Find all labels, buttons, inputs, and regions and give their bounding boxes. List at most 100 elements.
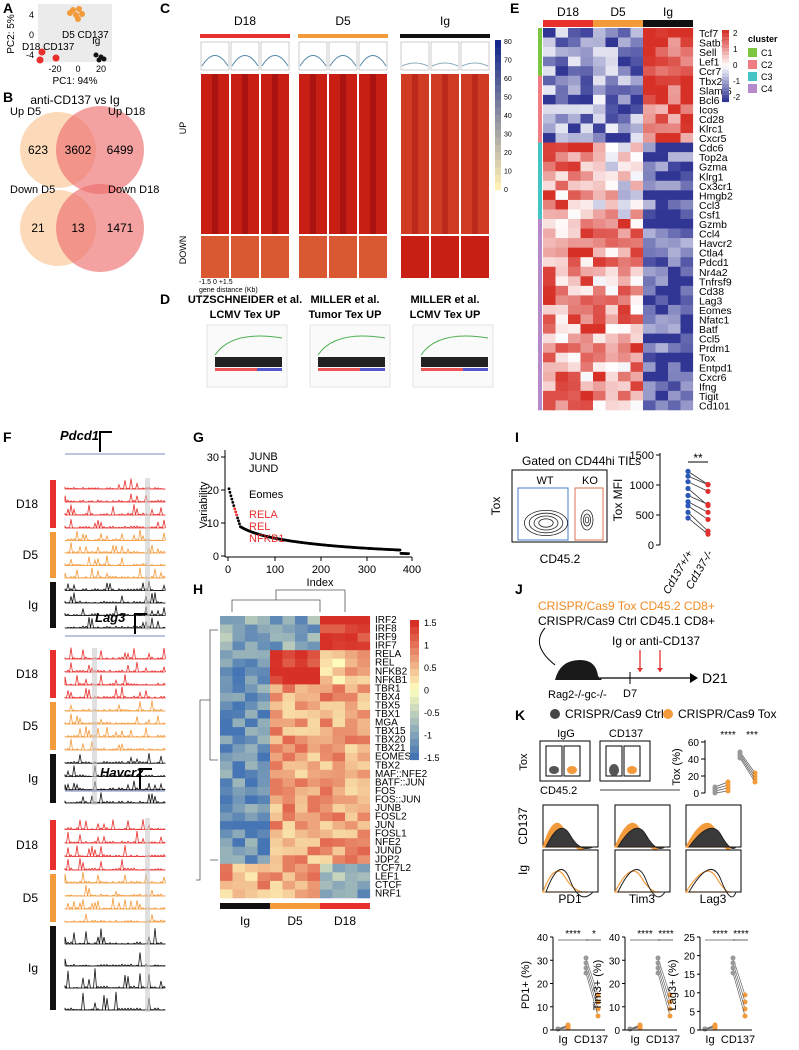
- heatmap-cell: [220, 829, 233, 839]
- heatmap-cell: [630, 381, 644, 392]
- heatmap-cell: [630, 113, 644, 124]
- heatmap-cell: [568, 142, 581, 153]
- row-label: UP: [178, 122, 188, 135]
- colorbar: [495, 77, 501, 86]
- heatmap-cell: [245, 855, 258, 865]
- heatmap-cell: [643, 247, 656, 258]
- heatmap-block: [401, 236, 429, 278]
- dot: [667, 1013, 673, 1019]
- axis-title: Tox: [518, 753, 530, 771]
- heatmap-cell: [630, 324, 644, 334]
- heatmap-cell: [618, 257, 631, 268]
- axis-title: CD45.2: [540, 552, 581, 566]
- heatmap-cell: [357, 692, 371, 702]
- heatmap-cell: [568, 37, 581, 48]
- gene-label: Prdm1: [699, 343, 730, 355]
- dot: [595, 999, 601, 1005]
- heatmap-cell: [245, 641, 258, 651]
- colorbar-tick: -1.5: [424, 753, 440, 763]
- profile-curve: [201, 55, 229, 67]
- heatmap-cell: [630, 161, 644, 172]
- profile-box: [400, 41, 430, 71]
- heatmap-cell: [643, 400, 656, 411]
- heatmap-cell: [257, 624, 271, 634]
- heatmap-cell: [593, 400, 606, 411]
- colorbar: [495, 107, 501, 116]
- heatmap-cell: [568, 66, 581, 77]
- heatmap-cell: [580, 304, 594, 315]
- heatmap-cell: [232, 667, 246, 677]
- group-label: D18: [16, 667, 38, 681]
- colorbar-tick: 0: [504, 187, 508, 194]
- heatmap-cell: [232, 616, 246, 625]
- heatmap-cell: [295, 863, 308, 873]
- cluster-bar: [538, 171, 542, 182]
- pair-line: [585, 967, 599, 1010]
- y-tick-label: 10: [684, 989, 696, 1000]
- colorbar: [495, 130, 501, 138]
- heatmap-cell: [345, 658, 358, 668]
- heatmap-cell: [593, 37, 606, 48]
- heatmap-cell: [543, 142, 556, 153]
- track-signal: [64, 845, 166, 858]
- x-tick-label: Ig: [558, 1034, 567, 1046]
- y-tick-label: 0: [689, 1026, 695, 1037]
- factor-label: TBR1: [375, 683, 401, 694]
- heatmap-cell: [345, 633, 358, 642]
- dot: [227, 487, 231, 491]
- factor-label: CTCF: [375, 880, 402, 891]
- heatmap-cell: [593, 47, 606, 57]
- heatmap-cell: [332, 889, 346, 899]
- colorbar: [495, 122, 501, 131]
- heatmap-cell: [332, 650, 346, 660]
- colorbar: [722, 58, 729, 63]
- heatmap-cell: [680, 238, 694, 248]
- heatmap-cell: [643, 152, 656, 162]
- gene-label: Sell: [699, 47, 717, 59]
- group-label: Ig: [28, 961, 38, 975]
- heatmap-cell: [668, 180, 681, 191]
- heatmap-cell: [555, 152, 569, 162]
- dot: [712, 1022, 718, 1028]
- track-signal: [64, 478, 166, 490]
- histogram: [545, 827, 594, 849]
- heatmap-cell: [618, 381, 631, 392]
- heatmap-cell: [220, 735, 233, 745]
- x-tick-label: 400: [403, 564, 421, 576]
- heatmap-cell: [618, 104, 631, 115]
- heatmap-cell: [618, 352, 631, 363]
- heatmap-cell: [593, 180, 606, 191]
- heatmap-cell: [232, 795, 246, 805]
- histogram: [545, 869, 595, 898]
- heatmap-cell: [307, 838, 321, 848]
- heatmap-cell: [568, 304, 581, 315]
- heatmap-cell: [282, 838, 296, 848]
- contour: [567, 766, 577, 774]
- heatmap-cell: [270, 880, 283, 890]
- factor-label: FOS::JUN: [375, 794, 421, 805]
- heatmap-cell: [593, 209, 606, 220]
- x-tick-label: -1.5 0 +1.5: [199, 279, 233, 286]
- heatmap-cell: [295, 727, 308, 736]
- heatmap-cell: [282, 846, 296, 856]
- heatmap-cell: [680, 362, 694, 373]
- heatmap-cell: [257, 650, 271, 660]
- heatmap-cell: [332, 667, 346, 677]
- heatmap-block: [329, 236, 357, 278]
- heatmap-cell: [270, 795, 283, 805]
- heatmap-cell: [568, 400, 581, 411]
- heatmap-cell: [605, 228, 619, 239]
- heatmap-cell: [357, 718, 371, 728]
- panel-label: A: [3, 0, 13, 16]
- heatmap-cell: [307, 769, 321, 779]
- injection-line: [538, 627, 556, 666]
- heatmap-cell: [232, 812, 246, 822]
- heatmap-cell: [668, 390, 681, 401]
- axis-title: Tox MFI: [611, 479, 625, 522]
- heatmap-cell: [655, 295, 669, 306]
- heatmap-cell: [320, 710, 333, 719]
- gsea-title: LCMV Tex UP: [410, 309, 481, 321]
- track-signal: [64, 555, 166, 567]
- heatmap-cell: [357, 889, 371, 899]
- cluster-bar: [538, 285, 542, 296]
